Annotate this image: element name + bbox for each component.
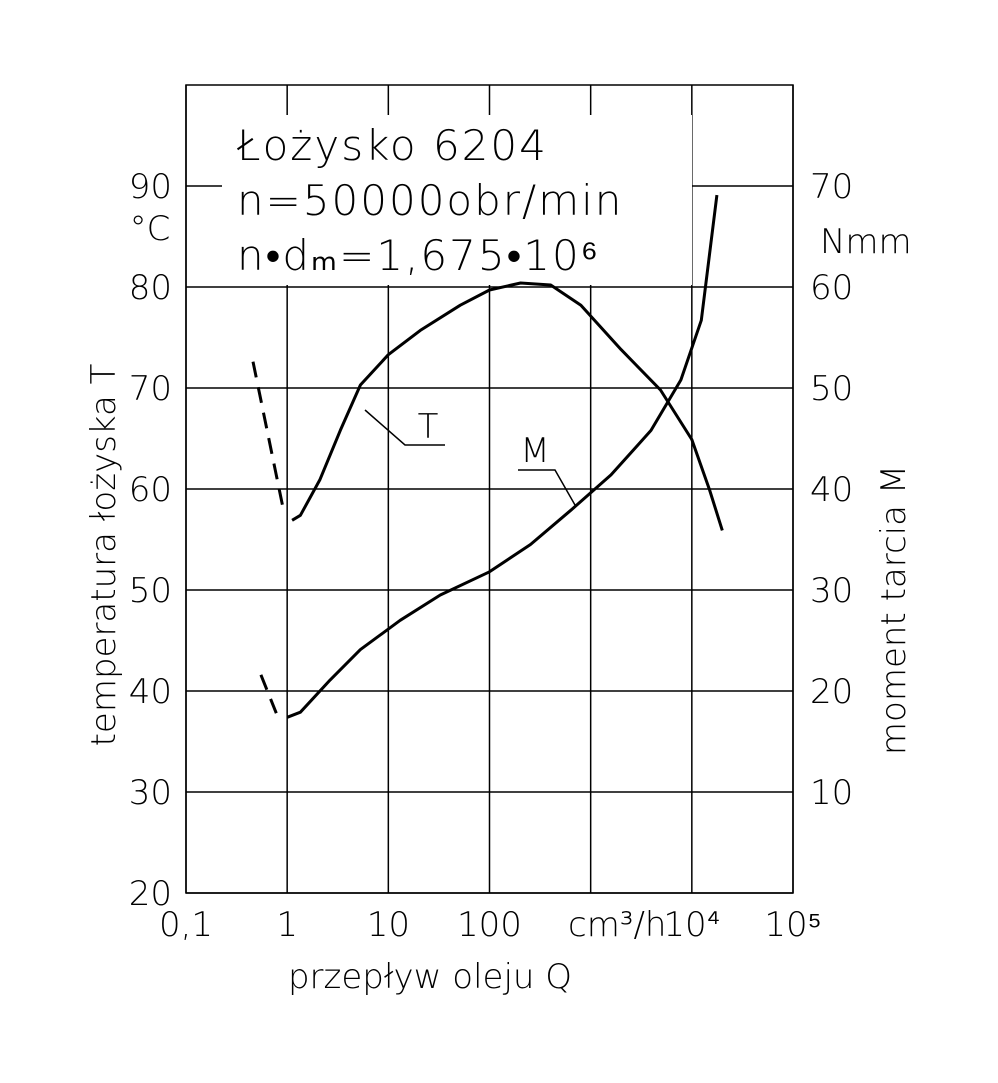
- y2-tick-label: 40: [810, 470, 853, 510]
- y-tick-label: 80: [129, 268, 172, 308]
- x-unit: cm³/h: [568, 905, 666, 945]
- curve-dashed: [259, 674, 278, 714]
- annotation: n=50000obr/min: [237, 176, 623, 225]
- leader-line: [364, 409, 445, 446]
- annotation: Łożysko 6204: [236, 121, 548, 170]
- y2-tick-label: 20: [810, 672, 853, 712]
- y-tick-label: 40: [129, 672, 172, 712]
- x-tick-label: 100: [457, 905, 522, 945]
- x-tick-label: 10⁴: [663, 905, 720, 945]
- y-tick-label: 90: [129, 167, 172, 207]
- curve: [286, 194, 719, 719]
- y-unit: °C: [130, 209, 171, 249]
- x-tick-label: 10⁵: [764, 905, 821, 945]
- curve: [291, 281, 724, 531]
- annotation: n•dₘ=1,675•10⁶: [237, 231, 600, 280]
- curve-label: T: [418, 407, 439, 447]
- y-label: temperatura łożyska T: [84, 363, 124, 746]
- y2-label: moment tarcia M: [874, 465, 914, 755]
- y-tick-label: 70: [129, 369, 172, 409]
- x-tick-label: 1: [276, 905, 298, 945]
- y2-tick-label: 50: [810, 369, 853, 409]
- y2-tick-label: 10: [810, 773, 853, 813]
- y2-tick-label: 60: [810, 268, 853, 308]
- x-tick-label: 0,1: [159, 905, 213, 945]
- y-tick-label: 30: [129, 773, 172, 813]
- y2-tick-label: 70: [810, 167, 853, 207]
- annotation-box: [222, 115, 692, 285]
- leader-line: [518, 469, 576, 506]
- y2-tick-label: 30: [810, 571, 853, 611]
- y-tick-label: 20: [129, 874, 172, 914]
- y-tick-label: 60: [129, 470, 172, 510]
- y-tick-label: 50: [129, 571, 172, 611]
- y2-unit: Nmm: [820, 222, 912, 262]
- x-tick-label: 10: [367, 905, 410, 945]
- x-label: przepływ oleju Q: [288, 957, 572, 997]
- curve-label: M: [520, 431, 549, 471]
